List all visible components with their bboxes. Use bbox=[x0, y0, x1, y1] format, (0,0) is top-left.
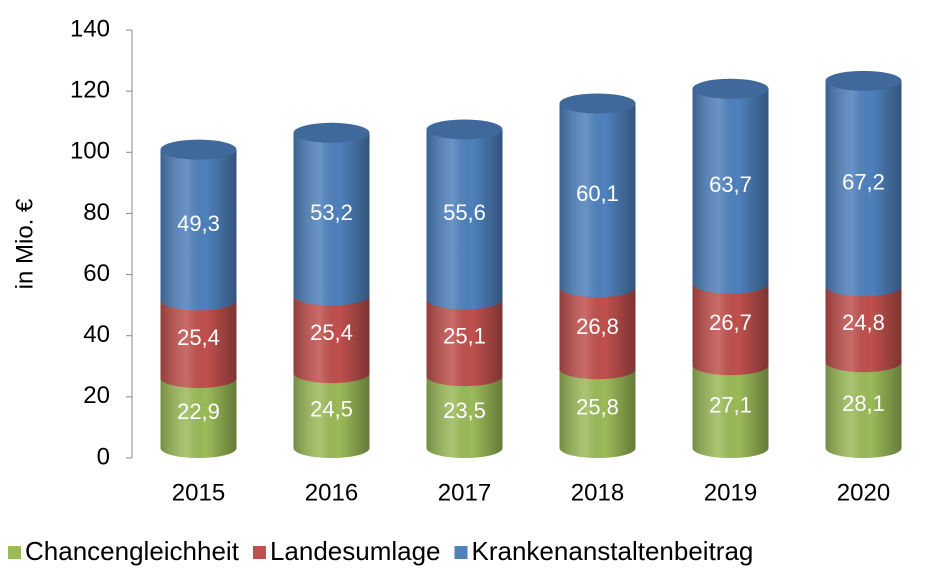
cylinder-top bbox=[692, 78, 769, 99]
value-label: 55,6 bbox=[443, 200, 486, 225]
y-axis-label: in Mio. € bbox=[11, 198, 38, 289]
legend-label: Krankenanstaltenbeitrag bbox=[472, 536, 754, 566]
value-label: 53,2 bbox=[310, 200, 353, 225]
bar-shade bbox=[293, 295, 370, 374]
value-label: 25,4 bbox=[177, 325, 220, 350]
bar-shade bbox=[692, 88, 769, 284]
cylinder-top-shade bbox=[559, 93, 636, 114]
cylinder-top-shade bbox=[160, 139, 237, 160]
bar-shade bbox=[559, 369, 636, 448]
legend-swatch bbox=[8, 546, 21, 559]
value-label: 26,8 bbox=[576, 314, 619, 339]
y-tick-label: 140 bbox=[70, 15, 110, 42]
x-tick-label: 2020 bbox=[837, 479, 890, 506]
value-label: 23,5 bbox=[443, 398, 486, 423]
y-tick-label: 120 bbox=[70, 76, 110, 103]
y-tick-label: 40 bbox=[83, 321, 110, 348]
legend-swatch bbox=[454, 546, 468, 559]
y-tick-label: 0 bbox=[97, 443, 110, 470]
legend-label: Chancengleichheit bbox=[25, 536, 240, 566]
value-label: 63,7 bbox=[709, 172, 752, 197]
bar-shade bbox=[293, 373, 370, 448]
cylinder-top-shade bbox=[692, 78, 769, 99]
bar-shade bbox=[559, 287, 636, 370]
legend-label: Landesumlage bbox=[270, 536, 441, 566]
value-label: 25,1 bbox=[443, 324, 486, 349]
bar-shade bbox=[825, 362, 902, 448]
bar-shade bbox=[426, 376, 503, 448]
cylinder-top bbox=[293, 122, 370, 143]
value-label: 27,1 bbox=[709, 392, 752, 417]
bar-shade bbox=[559, 103, 636, 288]
cylinder-top-shade bbox=[825, 70, 902, 91]
bar-shade bbox=[426, 129, 503, 300]
value-label: 24,5 bbox=[310, 396, 353, 421]
bar-shade bbox=[160, 377, 237, 448]
y-tick-label: 60 bbox=[83, 260, 110, 287]
bar-shade bbox=[293, 132, 370, 296]
cylinder-top bbox=[160, 139, 237, 160]
bar-shade bbox=[160, 300, 237, 378]
value-label: 26,7 bbox=[709, 310, 752, 335]
value-label: 49,3 bbox=[177, 211, 220, 236]
cylinder-top bbox=[825, 70, 902, 91]
y-tick-label: 20 bbox=[83, 382, 110, 409]
cylinder-top bbox=[426, 119, 503, 140]
x-tick-label: 2018 bbox=[571, 479, 624, 506]
value-label: 22,9 bbox=[177, 399, 220, 424]
cylinder-top bbox=[559, 93, 636, 114]
x-tick-label: 2019 bbox=[704, 479, 757, 506]
y-tick-label: 100 bbox=[70, 138, 110, 165]
x-tick-label: 2016 bbox=[305, 479, 358, 506]
value-label: 60,1 bbox=[576, 181, 619, 206]
bar-shade bbox=[692, 365, 769, 448]
value-label: 25,8 bbox=[576, 394, 619, 419]
value-label: 25,4 bbox=[310, 320, 353, 345]
x-tick-label: 2015 bbox=[172, 479, 225, 506]
value-label: 28,1 bbox=[842, 391, 885, 416]
legend-swatch bbox=[252, 546, 266, 559]
bar-shade bbox=[426, 299, 503, 377]
x-tick-label: 2017 bbox=[438, 479, 491, 506]
bar-shade bbox=[160, 149, 237, 301]
bar-shade bbox=[692, 283, 769, 366]
bar-shade bbox=[825, 80, 902, 287]
y-tick-label: 80 bbox=[83, 199, 110, 226]
cylinder-top-shade bbox=[426, 119, 503, 140]
value-label: 67,2 bbox=[842, 169, 885, 194]
bar-shade bbox=[825, 286, 902, 363]
value-label: 24,8 bbox=[842, 310, 885, 335]
cylinder-top-shade bbox=[293, 122, 370, 143]
